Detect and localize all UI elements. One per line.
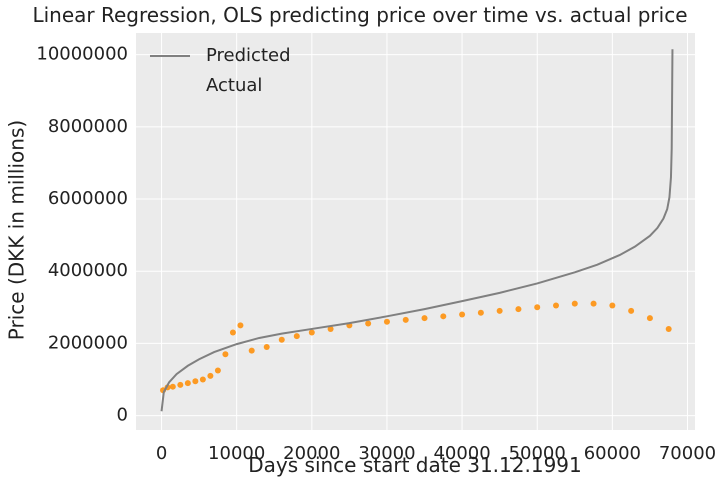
actual-point: [169, 383, 176, 390]
actual-point: [214, 367, 221, 374]
x-tick-label: 10000: [208, 443, 265, 464]
actual-point: [628, 307, 635, 314]
actual-point: [421, 315, 428, 322]
actual-point: [477, 309, 484, 316]
actual-point: [553, 302, 560, 309]
actual-point: [515, 306, 522, 313]
actual-point: [192, 378, 199, 385]
actual-point: [293, 333, 300, 340]
actual-point: [263, 343, 270, 350]
x-tick-label: 20000: [283, 443, 340, 464]
predicted-line: [160, 49, 674, 412]
actual-point: [665, 325, 672, 332]
actual-point: [402, 316, 409, 323]
actual-point: [184, 380, 191, 387]
chart-title: Linear Regression, OLS predicting price …: [32, 3, 687, 27]
actual-point: [229, 329, 236, 336]
actual-point: [383, 318, 390, 325]
y-tick-label: 8000000: [48, 116, 128, 137]
x-axis-label: Days since start date 31.12.1991: [248, 453, 582, 477]
axis-ticks: 0 10000 20000 30000 40000 50000 60000 70000 0 200…: [36, 44, 716, 464]
actual-point: [207, 372, 214, 379]
legend: Predicted Actual: [150, 45, 291, 96]
x-tick-label: 40000: [433, 443, 490, 464]
y-tick-label: 0: [117, 405, 128, 426]
actual-point: [646, 315, 653, 322]
y-tick-label: 4000000: [48, 260, 128, 281]
actual-point: [222, 351, 229, 358]
actual-point: [459, 311, 466, 318]
y-axis-label: Price (DKK in millions): [5, 120, 29, 340]
y-tick-label: 2000000: [48, 332, 128, 353]
y-tick-label: 10000000: [36, 44, 128, 65]
legend-predicted-label: Predicted: [206, 45, 291, 66]
actual-point: [590, 300, 597, 307]
actual-point: [609, 302, 616, 309]
x-tick-label: 50000: [509, 443, 566, 464]
x-tick-label: 30000: [358, 443, 415, 464]
actual-point: [237, 322, 244, 329]
actual-point: [308, 329, 315, 336]
x-tick-label: 70000: [659, 443, 716, 464]
actual-point: [177, 381, 184, 388]
actual-point: [440, 313, 447, 320]
actual-point: [571, 300, 578, 307]
x-tick-label: 60000: [584, 443, 641, 464]
y-tick-label: 6000000: [48, 188, 128, 209]
predicted-line-group: [160, 49, 674, 412]
actual-point: [248, 347, 255, 354]
actual-point: [199, 376, 206, 383]
grid: [136, 33, 695, 430]
actual-point: [327, 325, 334, 332]
actual-point: [534, 304, 541, 311]
actual-point: [278, 336, 285, 343]
actual-point: [365, 320, 372, 327]
actual-point: [496, 307, 503, 314]
x-tick-label: 0: [156, 443, 167, 464]
legend-actual-label: Actual: [206, 75, 262, 96]
plot-background: [136, 33, 695, 430]
